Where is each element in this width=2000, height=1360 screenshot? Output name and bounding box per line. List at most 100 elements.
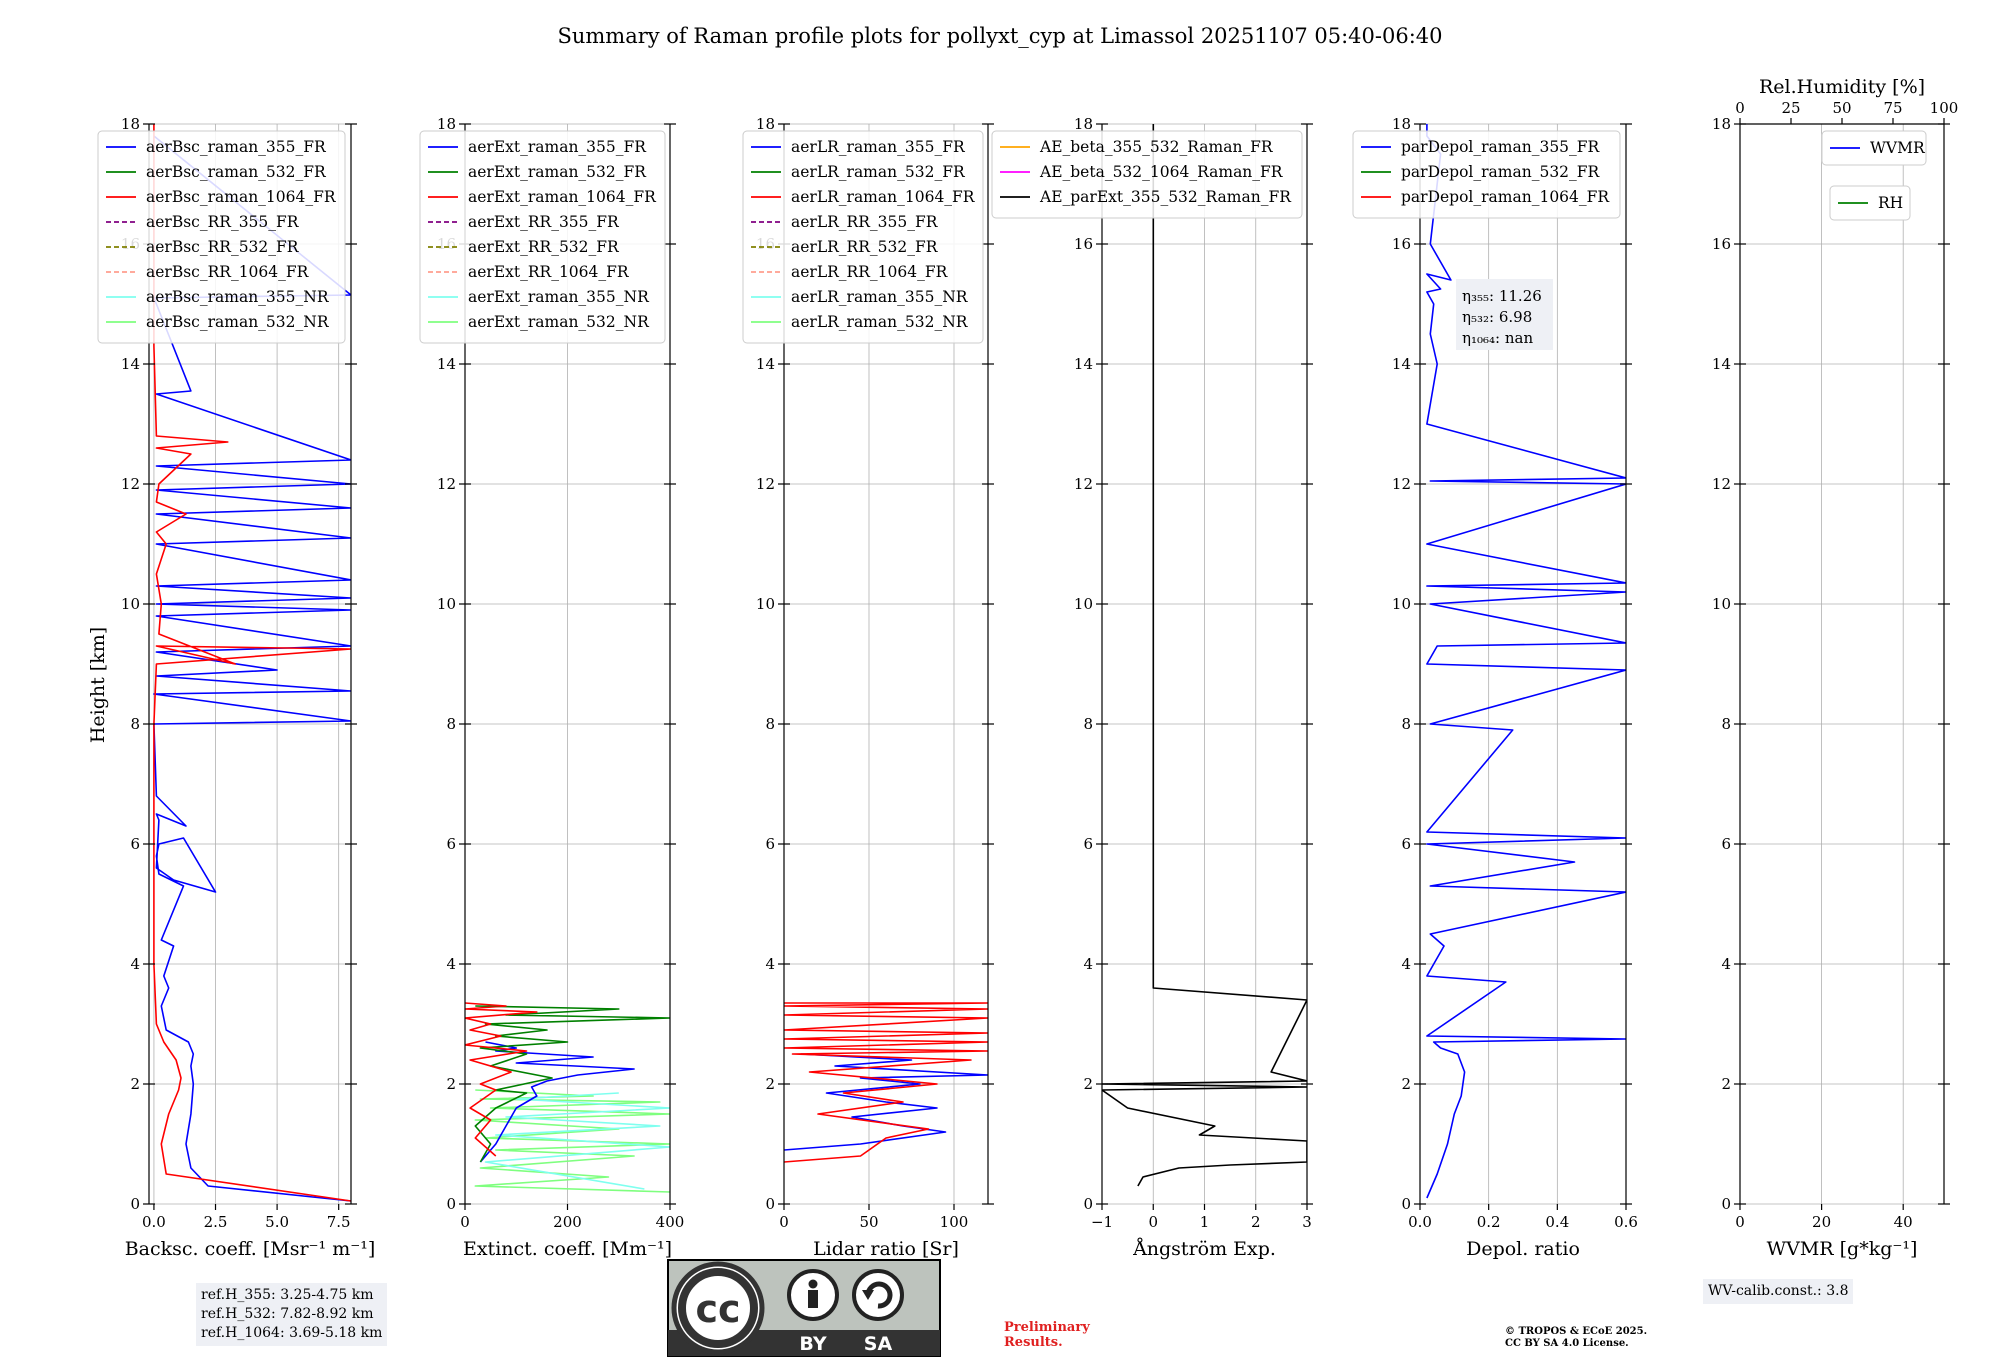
y-tick-label: 10 [1392, 595, 1411, 613]
y-tick-label: 6 [446, 835, 456, 853]
y-tick-label: 10 [1712, 595, 1731, 613]
series-AE_parExt_355_532_Raman_FR [1102, 124, 1307, 1187]
y-tick-label: 18 [756, 115, 775, 133]
legend-label: aerExt_RR_1064_FR [468, 263, 630, 281]
y-tick-label: 0 [1401, 1195, 1411, 1213]
legend-label: aerExt_raman_532_FR [468, 163, 647, 181]
y-tick-label: 18 [437, 115, 456, 133]
legend-label: parDepol_raman_532_FR [1401, 163, 1601, 181]
y-tick-label: 8 [446, 715, 456, 733]
series-aerExt_raman_1064_FR [465, 1002, 538, 1157]
legend-label: AE_beta_355_532_Raman_FR [1039, 138, 1274, 156]
legend-label: aerExt_raman_532_NR [468, 313, 650, 331]
y-tick-label: 4 [1721, 955, 1731, 973]
sa-arrow-icon [865, 1281, 893, 1309]
y-tick-label: 16 [1074, 235, 1093, 253]
x-tick-label: 0 [460, 1213, 470, 1231]
preliminary-results-note: Preliminary Results. [1004, 1320, 1090, 1350]
preliminary-line-2: Results. [1004, 1335, 1063, 1350]
legend-box [419, 130, 666, 344]
legend-label: aerLR_raman_532_FR [791, 163, 966, 181]
legend-box-wvmr [1821, 130, 1927, 166]
sa-sharealike-icon [852, 1269, 904, 1321]
legend-label: aerExt_raman_1064_FR [468, 188, 657, 206]
cc-logo-ring-icon [678, 1268, 758, 1348]
top-tick-label: 100 [1930, 99, 1959, 117]
y-tick-label: 2 [1721, 1075, 1731, 1093]
legend-label: parDepol_raman_355_FR [1401, 138, 1601, 156]
eta-annotation: η₃₅₅: 11.26 η₅₃₂: 6.98 η₁₀₆₄: nan [1456, 279, 1553, 350]
x-tick-label: 40 [1894, 1213, 1913, 1231]
x-tick-label: 0.4 [1545, 1213, 1569, 1231]
x-tick-label: −1 [1091, 1213, 1113, 1231]
y-tick-label: 12 [1392, 475, 1411, 493]
series-parDepol_raman_355_FR [1426, 124, 1626, 1199]
x-tick-label: 2.5 [204, 1213, 228, 1231]
y-tick-label: 12 [756, 475, 775, 493]
legend-label: aerLR_RR_1064_FR [791, 263, 949, 281]
legend: aerBsc_raman_355_FR aerBsc_raman_532_FRae… [97, 130, 346, 344]
panel-lidar_ratio: 024681012141618050100Lidar ratio [Sr]aer… [742, 115, 994, 1260]
y-tick-label: 8 [130, 715, 140, 733]
y-tick-label: 6 [1083, 835, 1093, 853]
y-tick-label: 4 [1083, 955, 1093, 973]
y-tick-label: 12 [1074, 475, 1093, 493]
top-tick-label: 0 [1735, 99, 1745, 117]
series-aerBsc_raman_1064_FR [153, 124, 351, 1202]
ref-height-1064: ref.H_1064: 3.69-5.18 km [201, 1325, 383, 1341]
y-tick-label: 6 [765, 835, 775, 853]
y-tick-label: 4 [1401, 955, 1411, 973]
top-axis-label: Rel.Humidity [%] [1759, 76, 1925, 98]
eta-value: η₁₀₆₄: nan [1462, 329, 1533, 347]
x-tick-label: 400 [656, 1213, 685, 1231]
reference-heights-box: ref.H_355: 3.25-4.75 km ref.H_532: 7.82-… [196, 1283, 388, 1346]
y-tick-label: 18 [1712, 115, 1731, 133]
legend-box [991, 130, 1303, 219]
sa-arrowhead-icon [862, 1290, 874, 1300]
eta-box [1456, 279, 1553, 350]
legend-label: aerBsc_raman_532_FR [146, 163, 327, 181]
y-tick-label: 2 [446, 1075, 456, 1093]
y-tick-label: 8 [1401, 715, 1411, 733]
x-axis-label: WVMR [g*kg⁻¹] [1767, 1238, 1918, 1260]
legend: aerLR_raman_355_FR aerLR_raman_532_FR aerL… [742, 130, 984, 344]
panel-depolarization: 0 2 4 6 8 10 12 14 16 18 0.0 0.2 0.4 0.6 Depol. ratio p… [1352, 115, 1638, 1260]
badge-by-label: BY [799, 1333, 826, 1355]
eta-value: η₃₅₅: 11.26 [1462, 287, 1542, 305]
legend-box [742, 130, 984, 344]
x-tick-label: 100 [940, 1213, 969, 1231]
series-aerExt_raman_532_FR [474, 1005, 670, 1163]
series-aerLR_raman_1064_FR [784, 1002, 988, 1163]
x-tick-label: 0 [1148, 1213, 1158, 1231]
x-tick-label: 20 [1812, 1213, 1831, 1231]
top-tick-label: 75 [1883, 99, 1902, 117]
legend-label: aerExt_raman_355_FR [468, 138, 647, 156]
y-tick-label: 2 [1401, 1075, 1411, 1093]
panel-extinction: 0246810121416180200400Extinct. coeff. [M… [419, 115, 685, 1260]
y-axis-label: Height [km] [87, 627, 109, 743]
y-tick-label: 10 [756, 595, 775, 613]
x-tick-label: 0 [1735, 1213, 1745, 1231]
x-tick-label: 1 [1200, 1213, 1210, 1231]
y-tick-label: 8 [1083, 715, 1093, 733]
legend-label: aerBsc_RR_355_FR [146, 213, 300, 231]
y-tick-label: 2 [765, 1075, 775, 1093]
x-tick-label: 50 [859, 1213, 878, 1231]
y-tick-label: 14 [437, 355, 456, 373]
y-tick-label: 14 [121, 355, 140, 373]
y-tick-label: 16 [1712, 235, 1731, 253]
y-tick-label: 8 [765, 715, 775, 733]
copyright-line-1: © TROPOS & ECoE 2025. [1505, 1326, 1648, 1337]
legend-label: aerLR_RR_355_FR [791, 213, 939, 231]
legend-label: aerLR_raman_532_NR [791, 313, 969, 331]
legend-label: aerLR_raman_355_FR [791, 138, 966, 156]
series-aerExt_raman_355_NR [484, 1092, 670, 1190]
y-tick-label: 14 [1074, 355, 1093, 373]
x-axis-label: Backsc. coeff. [Msr⁻¹ m⁻¹] [125, 1238, 376, 1260]
y-tick-label: 2 [130, 1075, 140, 1093]
x-tick-label: 0.0 [142, 1213, 166, 1231]
legend-label: AE_parExt_355_532_Raman_FR [1039, 188, 1292, 206]
legend-label: aerExt_RR_355_FR [468, 213, 620, 231]
